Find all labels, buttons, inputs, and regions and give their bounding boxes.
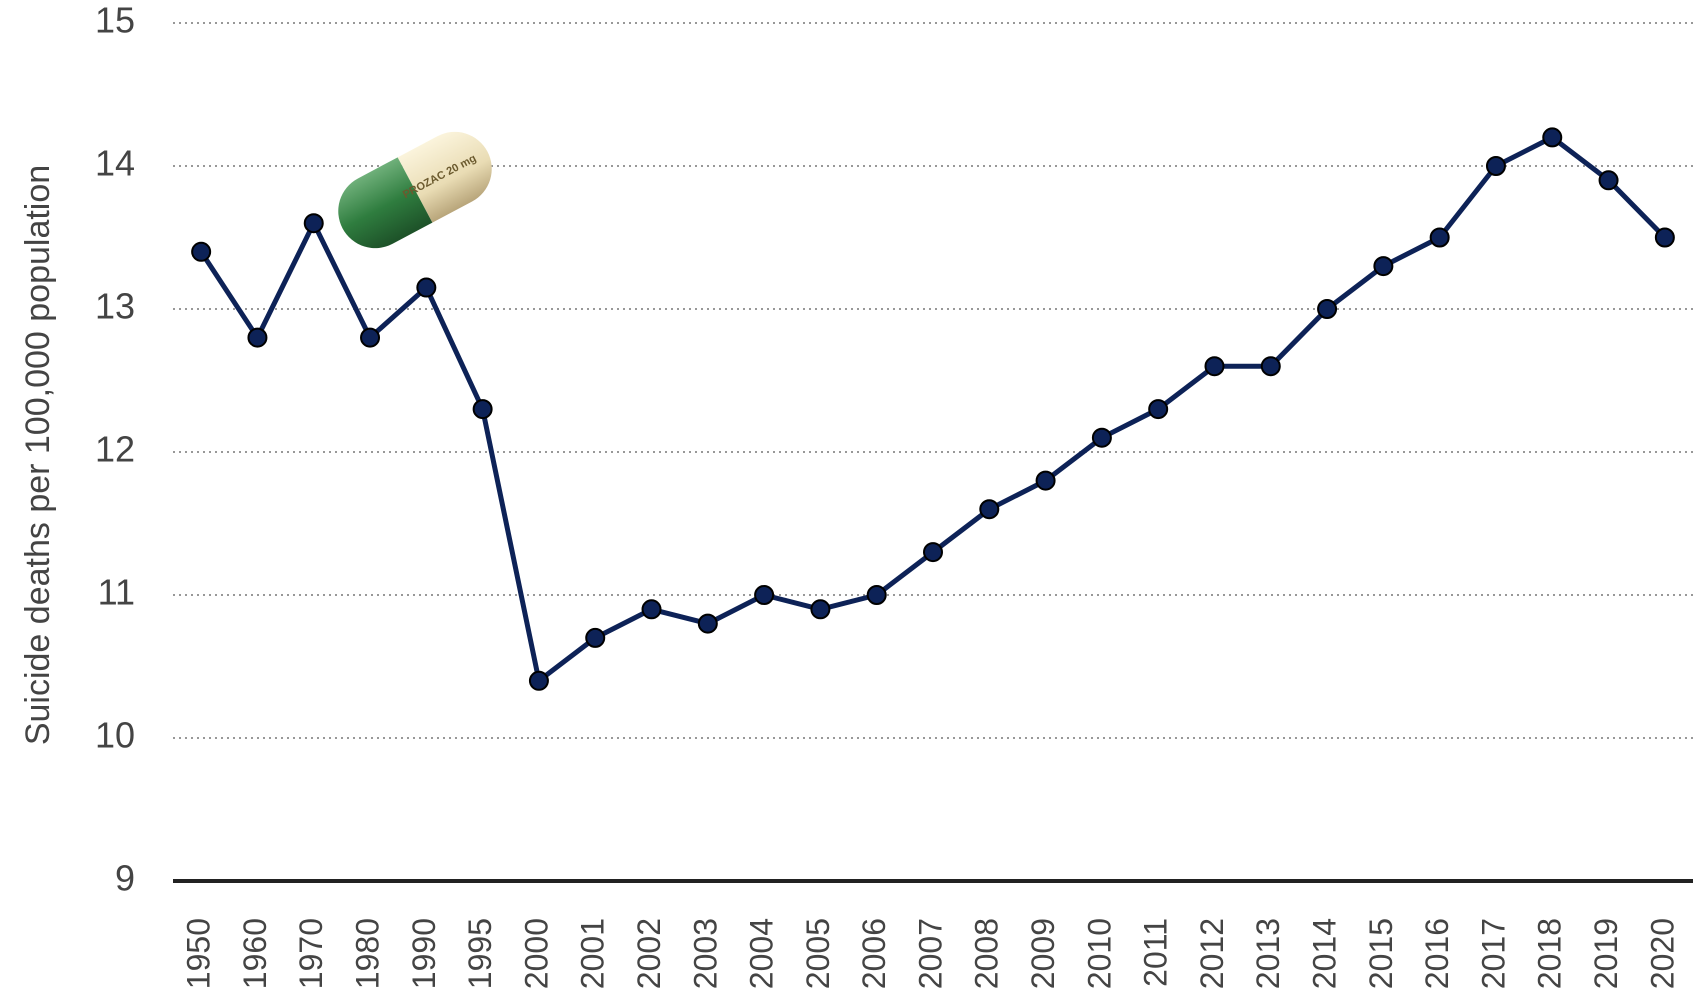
point [866,585,887,605]
x-tick-label: 2003 [687,918,723,989]
y-tick-label: 10 [95,715,135,756]
point [810,599,831,620]
x-tick-label: 2009 [1025,918,1061,989]
x-tick-label: 2004 [744,918,780,989]
y-tick-label: 9 [115,858,135,899]
point [641,599,662,620]
point [1654,227,1675,248]
point [1091,427,1112,448]
point [528,670,549,691]
y-tick-label: 12 [95,429,135,470]
x-tick-label: 2014 [1307,918,1343,989]
y-tick-label: 15 [95,0,135,41]
point [979,499,1000,520]
point [1317,299,1338,319]
x-tick-label: 2008 [969,918,1005,989]
point [1260,356,1281,377]
x-tick-label: 1990 [406,918,442,989]
point [1598,170,1619,191]
x-tick-label: 2005 [800,918,836,989]
point [1485,156,1506,176]
x-tick-label: 1960 [237,918,273,989]
point [923,542,943,563]
x-tick-label: 2019 [1588,918,1624,989]
x-tick-label: 2007 [912,918,948,989]
point [1148,399,1169,420]
x-tick-label: 1970 [293,918,329,989]
point [697,613,718,634]
x-tick-label: 2016 [1419,918,1455,989]
x-tick-label: 2018 [1532,918,1568,989]
point [1373,256,1394,277]
point [191,241,212,262]
point [247,327,268,348]
x-tick-label: 2015 [1363,918,1399,989]
x-tick-label: 2017 [1475,918,1511,989]
point [303,213,324,234]
y-tick-label: 13 [95,286,135,327]
x-tick-label: 2000 [518,918,554,989]
x-tick-label: 2013 [1250,918,1286,989]
pill-illustration: PROZAC 20 mg [338,131,492,249]
point [754,585,775,605]
x-tick-label: 2011 [1138,918,1174,987]
y-axis-label: Suicide deaths per 100,000 population [19,165,57,745]
x-tick-label: 1980 [349,918,385,989]
x-tick-label: 2020 [1644,918,1680,989]
point [1204,356,1225,377]
x-tick-label: 2006 [856,918,892,989]
x-tick-label: 2012 [1194,918,1230,989]
x-tick-label: 2001 [575,918,611,989]
y-tick-label: 14 [95,143,135,184]
point [1542,127,1563,148]
point [1429,227,1450,248]
x-tick-label: 1995 [462,918,498,989]
point [585,627,606,648]
point [1035,470,1056,491]
x-tick-label: 2010 [1081,918,1117,989]
x-tick-label: 2002 [631,918,667,989]
point [416,277,437,298]
y-tick-label: 11 [98,572,135,613]
point [472,399,493,420]
x-tick-label: 1950 [181,918,217,989]
point [360,327,381,348]
